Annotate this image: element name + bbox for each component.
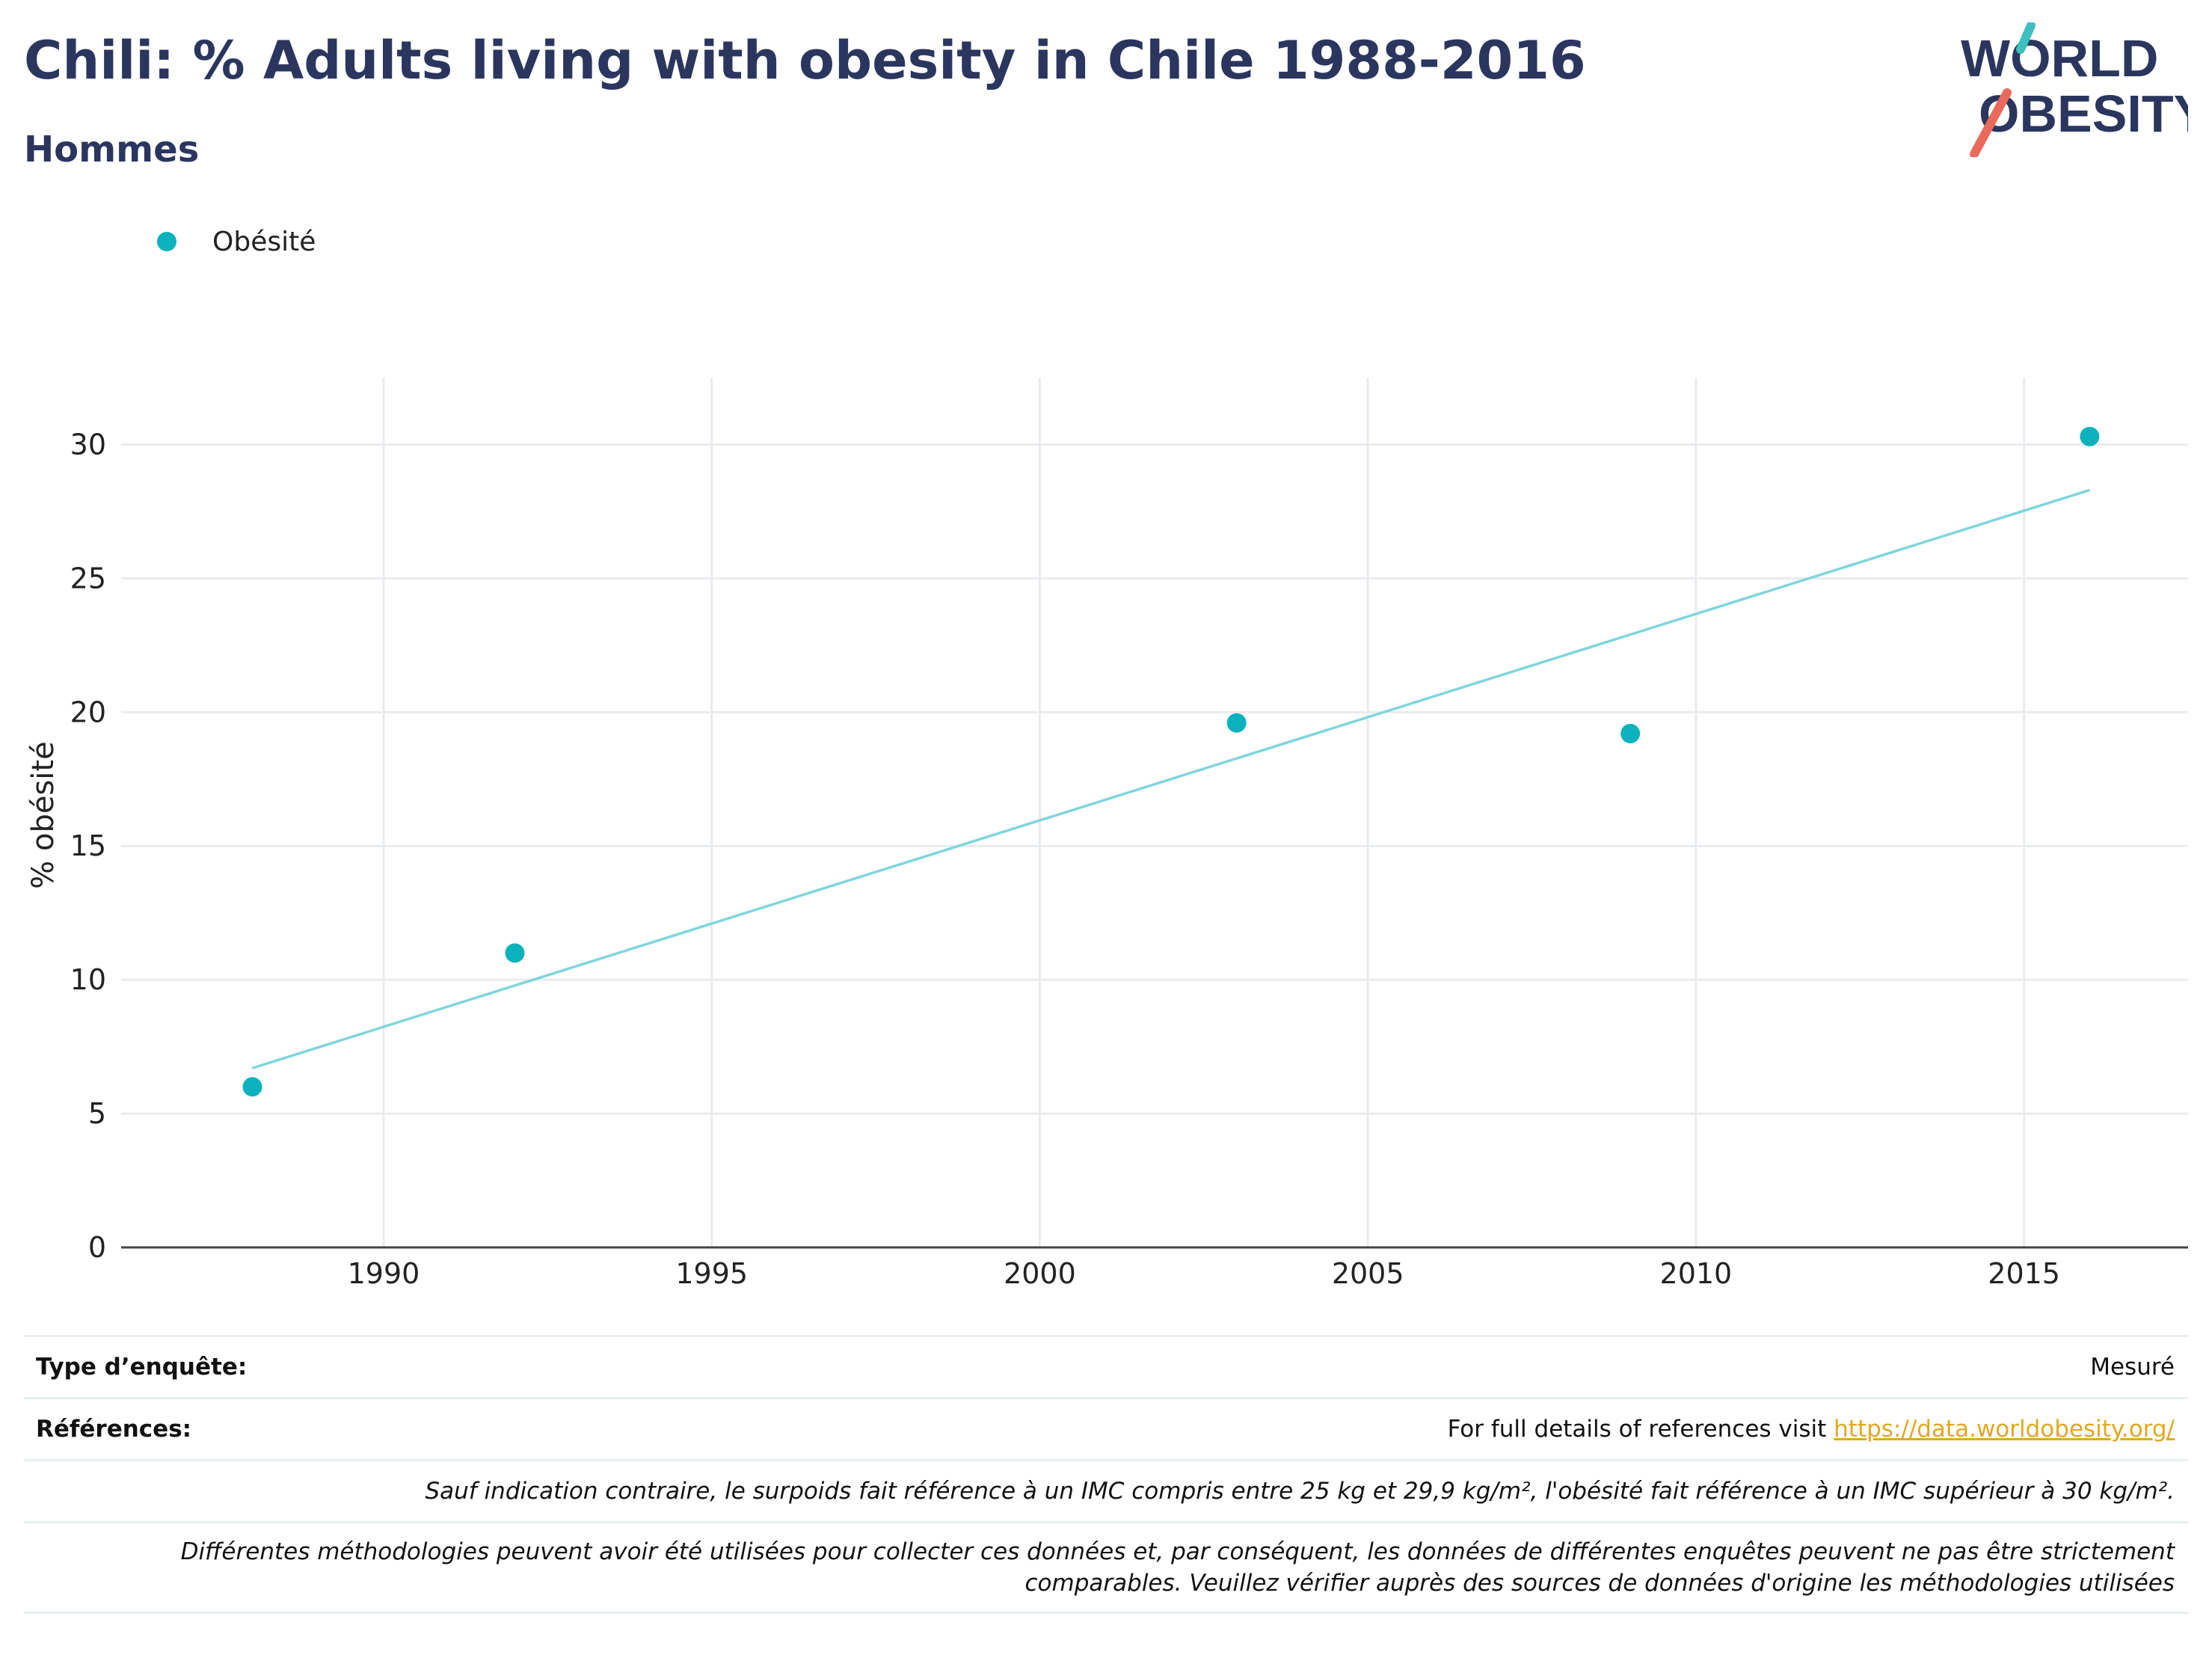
y-tick-label: 20 [70,696,106,728]
logo-text-line1: WORLD [1961,29,2158,87]
data-point [2080,426,2100,446]
y-axis-title: % obésité [26,741,61,889]
references-value: For full details of references visit htt… [1448,1416,2175,1443]
y-tick-label: 15 [70,829,106,862]
survey-type-label: Type d’enquête: [36,1354,248,1381]
logo-text-line2: OBESITY [1979,85,2188,143]
data-point [1226,713,1247,733]
y-tick-label: 25 [70,562,106,595]
legend-label: Obésité [212,226,316,257]
methodology-note-line2: comparables. Veuillez vérifier auprès de… [1024,1570,2175,1597]
references-text: For full details of references visit [1447,1416,1834,1443]
chart-subtitle: Hommes [24,129,200,171]
data-point [1620,723,1641,743]
x-tick-label: 1990 [348,1257,420,1290]
legend-marker [157,232,176,251]
y-tick-label: 10 [70,963,106,996]
logo-red-stroke [1970,88,2012,159]
y-tick-label: 30 [70,428,106,461]
x-tick-label: 2005 [1332,1257,1404,1290]
references-link[interactable]: https://data.worldobesity.org/ [1834,1416,2175,1443]
x-tick-label: 2000 [1004,1257,1076,1290]
references-label: Références: [36,1416,192,1443]
methodology-note: Différentes méthodologies peuvent avoir … [36,1536,2175,1599]
x-tick-label: 1995 [675,1257,748,1290]
x-tick-label: 2010 [1660,1257,1733,1290]
bmi-note: Sauf indication contraire, le surpoids f… [425,1478,2175,1505]
methodology-note-line1: Différentes méthodologies peuvent avoir … [180,1538,2175,1565]
chart-legend: Obésité [157,223,316,260]
y-tick-label: 0 [88,1231,106,1264]
data-point [505,943,525,963]
page-title: Chili: % Adults living with obesity in C… [24,30,1586,91]
references-row: Références: For full details of referenc… [24,1397,2188,1459]
x-tick-label: 2015 [1988,1257,2060,1290]
data-point [242,1077,262,1097]
trend-line [251,488,2090,1069]
world-obesity-logo: WORLD OBESITY [1956,21,2208,159]
scatter-chart: 1990 1995 2000 2005 2010 2015 0 5 10 15 20 25 30 [70,378,2188,1290]
survey-type-value: Mesuré [2090,1354,2175,1381]
methodology-note-row: Différentes méthodologies peuvent avoir … [24,1521,2188,1614]
info-table: Type d’enquête: Mesuré Références: For f… [24,1335,2188,1614]
logo-teal-stroke [2016,21,2036,54]
survey-type-row: Type d’enquête: Mesuré [24,1335,2188,1397]
bmi-note-row: Sauf indication contraire, le surpoids f… [24,1459,2188,1521]
y-tick-label: 5 [88,1097,106,1130]
